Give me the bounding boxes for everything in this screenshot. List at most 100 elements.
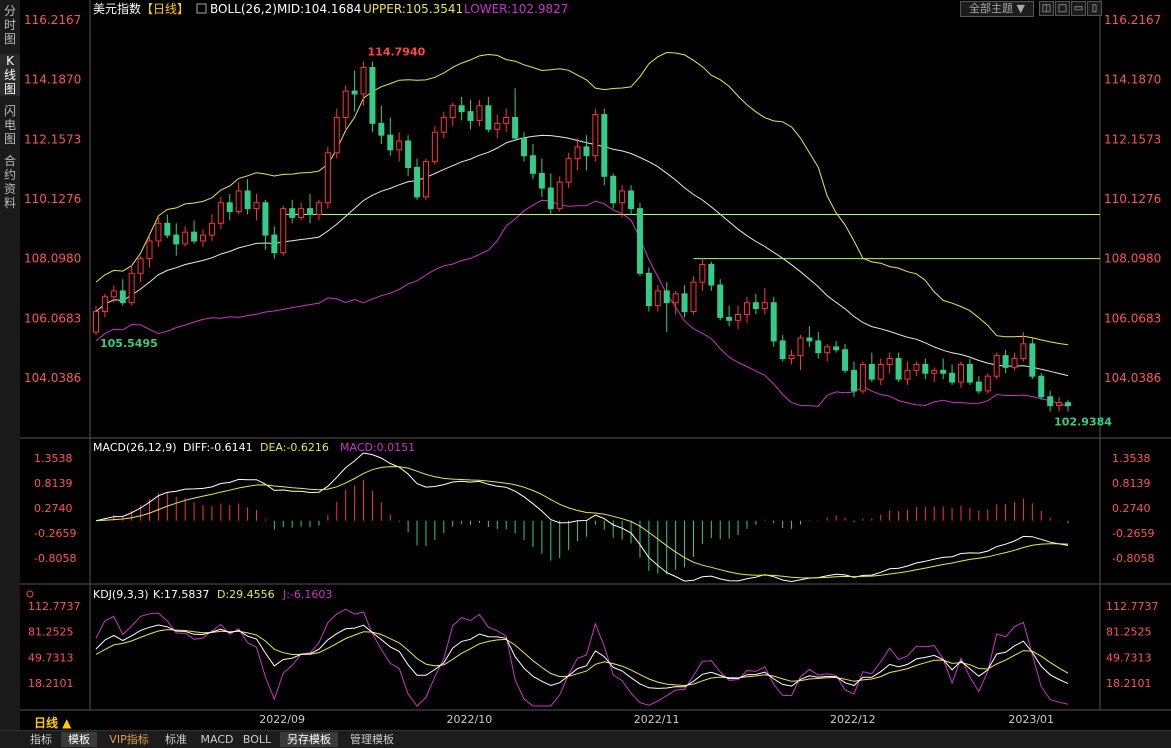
macd-tick-right: -0.8058	[1112, 552, 1154, 565]
time-tick-label: 2022/12	[830, 713, 876, 726]
window-button-3[interactable]: ▭	[1071, 1, 1086, 16]
candle-body	[485, 105, 492, 130]
window-button-1[interactable]: ◫	[1039, 1, 1054, 16]
side-panel: 分时图 K线图 闪电图 合约资料	[0, 0, 21, 730]
window-button-2[interactable]: □	[1055, 1, 1070, 16]
kdj-d: D:29.4556	[217, 588, 275, 601]
chart-area[interactable]: 美元指数 【日线】 BOLL(26,2) MID:104.1684 UPPER:…	[20, 0, 1171, 730]
macd-tick-left: 0.2740	[34, 502, 73, 515]
candle-body	[619, 190, 626, 204]
kdj-name: KDJ(9,3,3)	[93, 588, 149, 601]
candle-body	[904, 369, 911, 380]
candle-body	[877, 363, 884, 380]
candlesticks	[93, 61, 1071, 412]
candle-body	[191, 231, 198, 242]
macd-name: MACD(26,12,9)	[93, 441, 177, 454]
side-tab-kline[interactable]: K线图	[0, 54, 20, 96]
boll-lower-line	[95, 199, 1069, 407]
price-tick-left: 110.1276	[24, 192, 81, 206]
candle-body	[654, 290, 661, 307]
price-tick-left: 116.2167	[24, 13, 81, 27]
kdj-tick-left: 112.7737	[28, 600, 81, 613]
candle-body	[726, 316, 733, 321]
side-tab-label: 分时图	[4, 4, 17, 46]
tab-templates[interactable]: 模板	[61, 732, 97, 747]
price-tick-right: 112.1573	[1104, 132, 1161, 146]
macd-diff: DIFF:-0.6141	[183, 441, 253, 454]
candle-body	[146, 240, 153, 260]
candle-body	[601, 114, 608, 177]
price-tick-right: 116.2167	[1104, 13, 1161, 27]
candle-body	[271, 234, 278, 254]
period-selector[interactable]: 日线 ▲	[34, 716, 72, 730]
candle-body	[137, 258, 144, 274]
candle-body	[592, 114, 599, 157]
tab-standard[interactable]: 标准	[165, 733, 187, 746]
candle-body	[512, 117, 519, 139]
price-tick-left: 108.0980	[24, 252, 81, 266]
candle-body	[1002, 355, 1009, 368]
candle-body	[467, 111, 474, 121]
candle-body	[200, 234, 207, 242]
low-annotation-right: 102.9384	[1054, 415, 1112, 428]
candle-body	[182, 231, 189, 245]
candle-body	[387, 134, 394, 151]
candle-body	[1038, 375, 1045, 398]
boll-lower: LOWER:102.9827	[464, 2, 568, 16]
candle-body	[895, 358, 902, 380]
theme-select-button[interactable]: 全部主题 ▼	[960, 1, 1034, 17]
candle-body	[315, 202, 322, 216]
indicator-icon[interactable]	[196, 3, 207, 14]
candle-body	[298, 208, 305, 218]
kdj-tick-right: 49.7313	[1106, 651, 1152, 664]
low-annotation-left: 105.5495	[100, 337, 158, 350]
kdj-settings-icon[interactable]	[26, 590, 34, 598]
candle-body	[922, 363, 929, 374]
candle-body	[779, 340, 786, 360]
support-lines	[283, 214, 1100, 260]
time-tick-label: 2022/11	[634, 713, 680, 726]
candle-body	[806, 337, 813, 342]
tab-macd[interactable]: MACD	[200, 733, 234, 746]
tab-vip-indicators[interactable]: VIP指标	[109, 733, 149, 746]
kdj-j-line	[95, 608, 1069, 707]
candle-body	[931, 369, 938, 374]
candle-body	[521, 137, 528, 157]
candle-body	[289, 208, 296, 218]
window-button-4[interactable]: ▯	[1087, 1, 1102, 16]
kdj-j: J:-6.1603	[282, 588, 332, 601]
candle-body	[975, 381, 982, 392]
side-tab-flash[interactable]: 闪电图	[0, 104, 20, 146]
candle-body	[226, 202, 233, 213]
candle-body	[886, 358, 893, 365]
candle-body	[1047, 396, 1054, 407]
macd-dea: DEA:-0.6216	[260, 441, 329, 454]
time-tick-label: 2022/09	[259, 713, 305, 726]
candle-body	[743, 302, 750, 315]
period-tag: 【日线】	[141, 2, 189, 16]
price-annotations: 114.7940 105.5495 102.9384	[100, 46, 1112, 429]
price-tick-right: 106.0683	[1104, 311, 1161, 325]
price-tick-left: 106.0683	[24, 311, 81, 325]
candle-body	[583, 146, 590, 157]
macd-dea-line	[95, 466, 1069, 579]
tab-save-template[interactable]: 另存模板	[280, 732, 338, 747]
side-tab-timeshare[interactable]: 分时图	[0, 4, 20, 46]
boll-mid: MID:104.1684	[277, 2, 361, 16]
candle-body	[208, 222, 215, 236]
tab-boll[interactable]: BOLL	[242, 733, 272, 746]
macd-tick-right: 0.2740	[1112, 502, 1151, 515]
candle-body	[503, 117, 510, 124]
candle-body	[360, 67, 367, 95]
side-tab-label: 合约资料	[4, 154, 17, 210]
tab-indicators[interactable]: 指标	[30, 733, 52, 746]
candle-body	[940, 369, 947, 374]
kdj-k-line	[95, 624, 1069, 689]
side-tab-contract[interactable]: 合约资料	[0, 154, 20, 210]
kdj-k: K:17.5837	[153, 588, 209, 601]
price-tick-right: 108.0980	[1104, 252, 1161, 266]
candle-body	[422, 161, 429, 198]
candle-body	[101, 296, 108, 313]
candle-body	[1056, 402, 1063, 407]
tab-manage-templates[interactable]: 管理模板	[350, 733, 394, 746]
